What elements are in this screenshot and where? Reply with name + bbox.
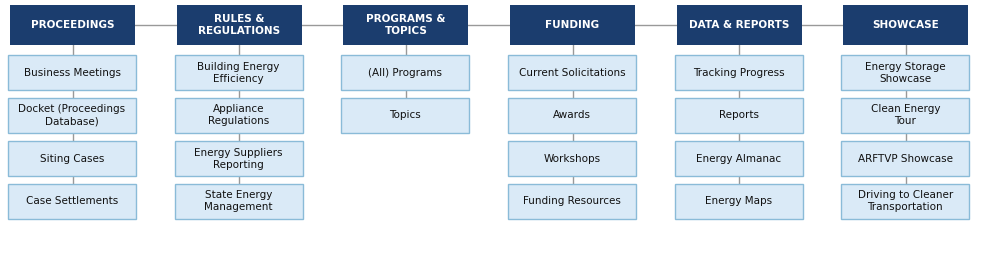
Text: Appliance
Regulations: Appliance Regulations xyxy=(208,104,269,127)
FancyBboxPatch shape xyxy=(177,5,302,45)
Text: Energy Maps: Energy Maps xyxy=(705,197,772,207)
FancyBboxPatch shape xyxy=(675,98,803,133)
Text: Workshops: Workshops xyxy=(543,153,601,164)
FancyBboxPatch shape xyxy=(8,184,136,219)
FancyBboxPatch shape xyxy=(843,5,968,45)
Text: State Energy
Management: State Energy Management xyxy=(204,190,273,213)
FancyBboxPatch shape xyxy=(341,98,469,133)
FancyBboxPatch shape xyxy=(8,55,136,90)
Text: Tracking Progress: Tracking Progress xyxy=(693,67,784,78)
Text: Business Meetings: Business Meetings xyxy=(24,67,120,78)
FancyBboxPatch shape xyxy=(508,141,636,176)
Text: (All) Programs: (All) Programs xyxy=(368,67,442,78)
Text: Current Solicitations: Current Solicitations xyxy=(519,67,625,78)
Text: Energy Storage
Showcase: Energy Storage Showcase xyxy=(865,62,946,83)
Text: DATA & REPORTS: DATA & REPORTS xyxy=(689,20,789,30)
Text: RULES &
REGULATIONS: RULES & REGULATIONS xyxy=(198,14,280,36)
Text: Case Settlements: Case Settlements xyxy=(26,197,118,207)
FancyBboxPatch shape xyxy=(675,184,803,219)
Text: Siting Cases: Siting Cases xyxy=(40,153,104,164)
Text: SHOWCASE: SHOWCASE xyxy=(872,20,939,30)
FancyBboxPatch shape xyxy=(175,98,303,133)
Text: PROGRAMS &
TOPICS: PROGRAMS & TOPICS xyxy=(366,14,446,36)
FancyBboxPatch shape xyxy=(510,5,635,45)
FancyBboxPatch shape xyxy=(675,141,803,176)
FancyBboxPatch shape xyxy=(508,55,636,90)
Text: Funding Resources: Funding Resources xyxy=(523,197,621,207)
FancyBboxPatch shape xyxy=(10,5,135,45)
FancyBboxPatch shape xyxy=(8,141,136,176)
Text: FUNDING: FUNDING xyxy=(545,20,600,30)
FancyBboxPatch shape xyxy=(841,184,969,219)
FancyBboxPatch shape xyxy=(677,5,802,45)
Text: Awards: Awards xyxy=(553,111,591,120)
FancyBboxPatch shape xyxy=(508,98,636,133)
Text: ARFTVP Showcase: ARFTVP Showcase xyxy=(858,153,953,164)
FancyBboxPatch shape xyxy=(841,141,969,176)
Text: Docket (Proceedings
Database): Docket (Proceedings Database) xyxy=(18,104,126,127)
FancyBboxPatch shape xyxy=(508,184,636,219)
Text: Driving to Cleaner
Transportation: Driving to Cleaner Transportation xyxy=(858,190,953,213)
FancyBboxPatch shape xyxy=(8,98,136,133)
Text: PROCEEDINGS: PROCEEDINGS xyxy=(31,20,114,30)
FancyBboxPatch shape xyxy=(675,55,803,90)
FancyBboxPatch shape xyxy=(175,184,303,219)
Text: Energy Suppliers
Reporting: Energy Suppliers Reporting xyxy=(194,148,283,169)
Text: Clean Energy
Tour: Clean Energy Tour xyxy=(871,104,940,127)
FancyBboxPatch shape xyxy=(841,55,969,90)
FancyBboxPatch shape xyxy=(343,5,468,45)
FancyBboxPatch shape xyxy=(175,55,303,90)
Text: Energy Almanac: Energy Almanac xyxy=(696,153,781,164)
FancyBboxPatch shape xyxy=(841,98,969,133)
Text: Reports: Reports xyxy=(719,111,759,120)
Text: Building Energy
Efficiency: Building Energy Efficiency xyxy=(197,62,280,83)
FancyBboxPatch shape xyxy=(341,55,469,90)
Text: Topics: Topics xyxy=(389,111,421,120)
FancyBboxPatch shape xyxy=(175,141,303,176)
